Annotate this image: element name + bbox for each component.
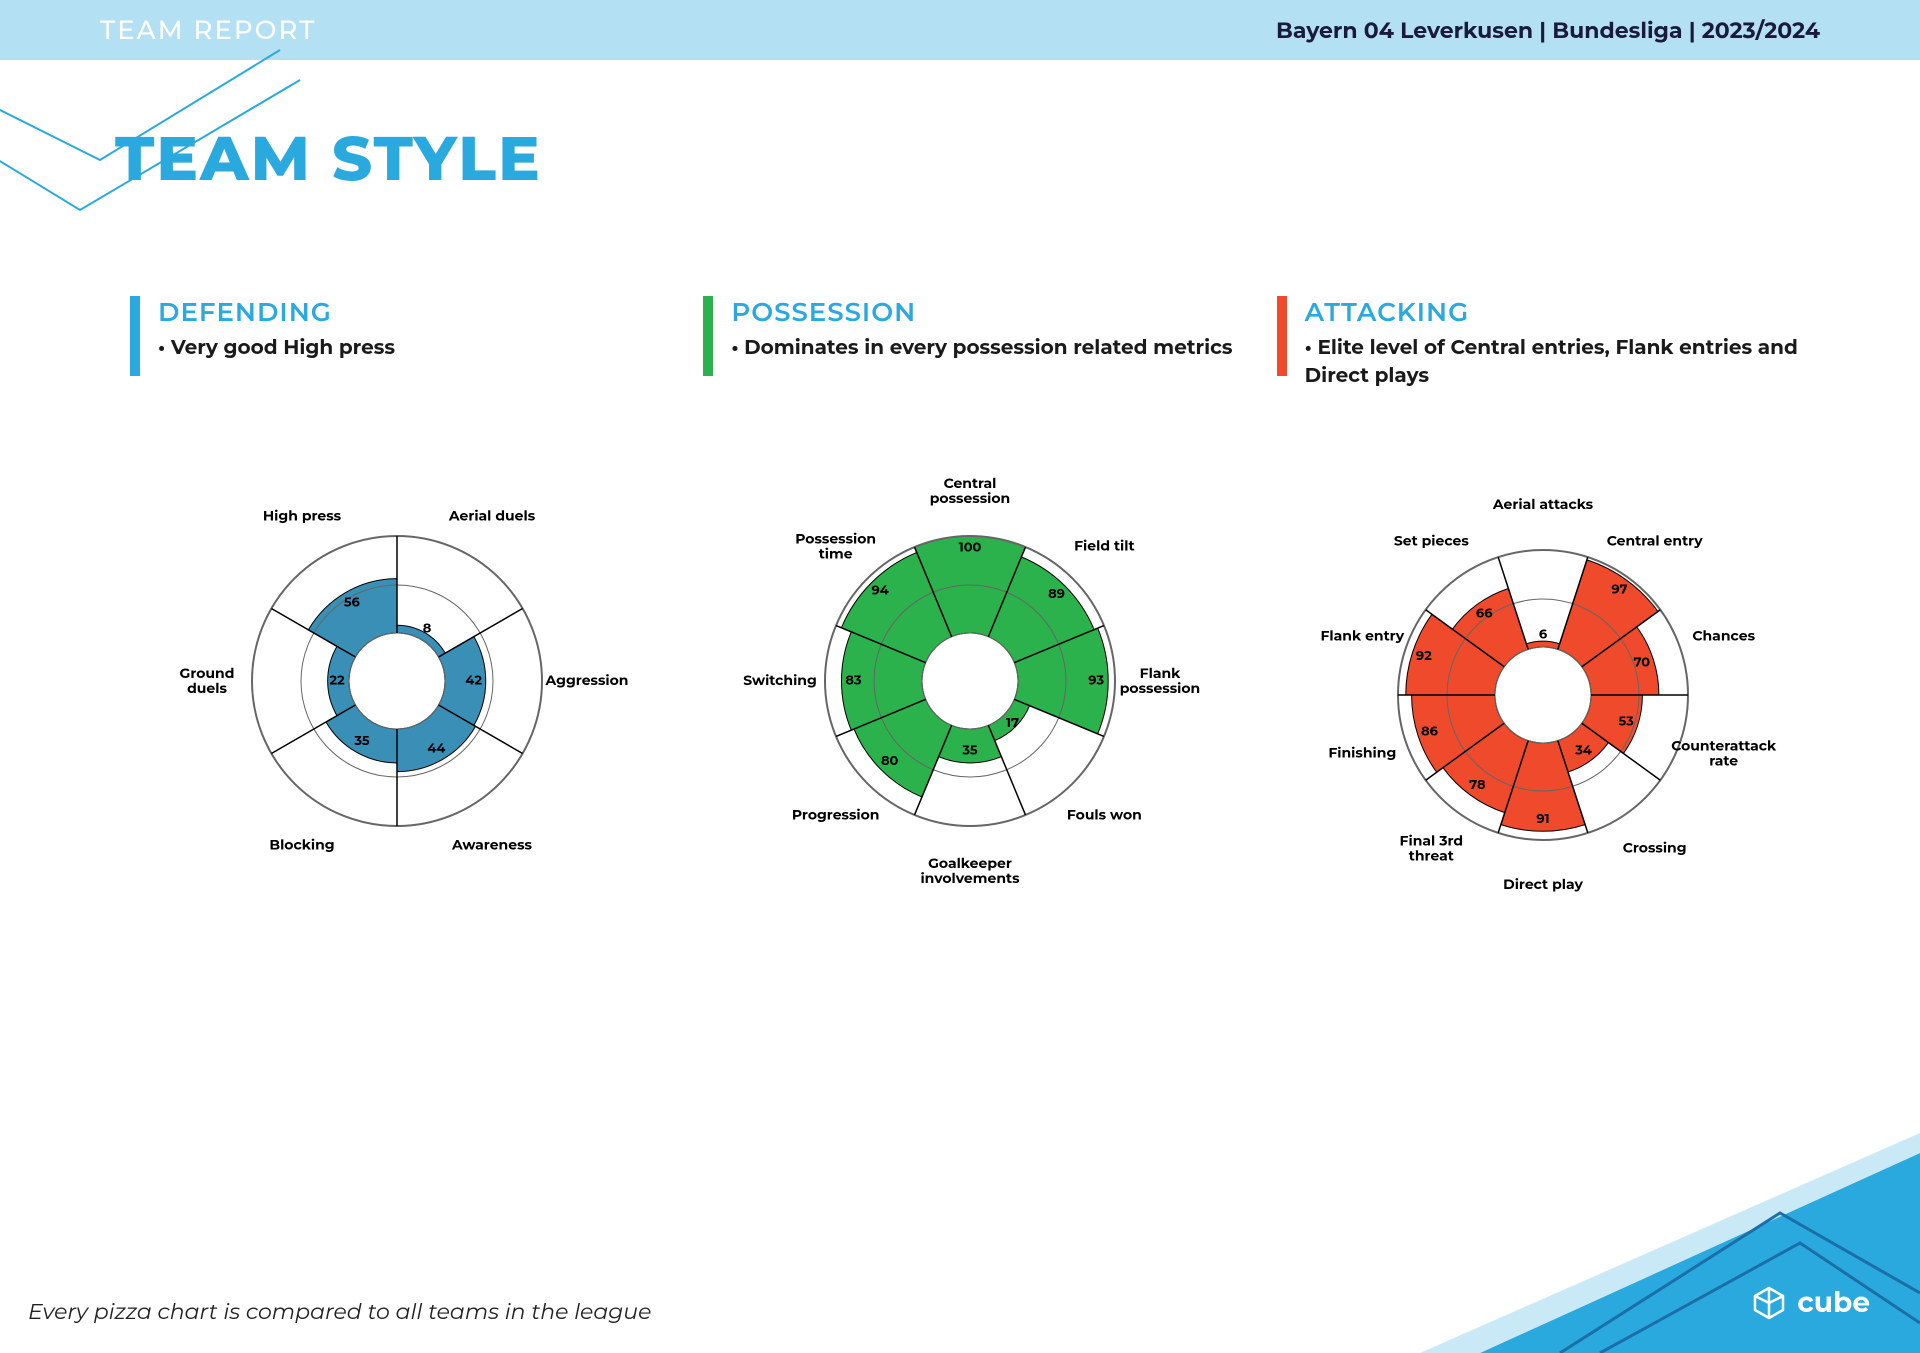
slice-label: Direct play xyxy=(1503,875,1583,893)
slice-value: 8 xyxy=(422,621,431,637)
section-bullet-possession: Dominates in every possession related me… xyxy=(731,334,1232,362)
slice-label: Groundduels xyxy=(179,664,234,697)
slice-value: 35 xyxy=(961,742,978,758)
slice-value: 89 xyxy=(1048,586,1065,602)
section-header-defending: DEFENDING Very good High press xyxy=(130,296,663,376)
sections-container: DEFENDING Very good High press High pres… xyxy=(0,196,1920,930)
section-defending: DEFENDING Very good High press High pres… xyxy=(130,296,663,930)
section-bar-attacking xyxy=(1277,296,1287,376)
section-header-attacking: ATTACKING Elite level of Central entries… xyxy=(1277,296,1810,390)
slice-label: Fouls won xyxy=(1067,805,1142,823)
section-bullet-attacking: Elite level of Central entries, Flank en… xyxy=(1305,334,1810,390)
slice-label: Centralpossession xyxy=(930,474,1010,507)
logo: cube xyxy=(1751,1285,1870,1321)
slice-value: 97 xyxy=(1612,581,1628,597)
chart-possession: Possessiontime 94 Centralpossession 100 Fiel… xyxy=(703,446,1236,916)
slice-value: 92 xyxy=(1416,648,1432,664)
footnote: Every pizza chart is compared to all tea… xyxy=(28,1298,651,1325)
slice-value: 86 xyxy=(1421,723,1439,739)
slice-label: Final 3rdthreat xyxy=(1400,831,1464,864)
slice-value: 94 xyxy=(871,583,888,599)
slice-label: Central entry xyxy=(1607,531,1703,549)
slice-value: 91 xyxy=(1537,811,1550,827)
chart-ring xyxy=(922,633,1018,729)
slice-value: 53 xyxy=(1619,714,1635,730)
slice-label: Crossing xyxy=(1623,838,1687,856)
slice-label: Counterattackrate xyxy=(1672,736,1778,769)
slice-value: 17 xyxy=(1006,715,1019,731)
slice-label: Progression xyxy=(792,805,880,823)
chart-attacking: Set pieces 66 Aerial attacks 6 Central entry… xyxy=(1277,460,1810,930)
slice-label: Aerial attacks xyxy=(1492,495,1594,513)
slice-divider xyxy=(988,725,1025,815)
slice-value: 34 xyxy=(1575,742,1593,758)
section-attacking: ATTACKING Elite level of Central entries… xyxy=(1277,296,1810,930)
section-title-possession: POSSESSION xyxy=(731,296,1232,328)
header-right: Bayern 04 Leverkusen | Bundesliga | 2023… xyxy=(1276,17,1820,44)
chart-ring xyxy=(1495,647,1591,743)
section-title-attacking: ATTACKING xyxy=(1305,296,1810,328)
slice-value: 56 xyxy=(343,594,360,610)
slice-label: Switching xyxy=(743,671,817,689)
section-bar-defending xyxy=(130,296,140,376)
slice-label: Goalkeeperinvolvements xyxy=(920,854,1020,887)
header-left: TEAM REPORT xyxy=(100,14,316,46)
header-bar: TEAM REPORT Bayern 04 Leverkusen | Bunde… xyxy=(0,0,1920,60)
slice-label: Aggression xyxy=(544,671,628,689)
section-header-possession: POSSESSION Dominates in every possession… xyxy=(703,296,1236,376)
cube-icon xyxy=(1751,1285,1787,1321)
slice-label: Aerial duels xyxy=(448,506,536,524)
slice-value: 66 xyxy=(1476,606,1493,622)
pizza-slice xyxy=(397,625,445,657)
slice-value: 83 xyxy=(845,673,862,689)
slice-value: 44 xyxy=(427,741,445,757)
slice-label: Finishing xyxy=(1329,743,1397,761)
slice-value: 35 xyxy=(353,733,370,749)
slice-value: 100 xyxy=(959,540,982,556)
slice-value: 78 xyxy=(1469,777,1486,793)
slice-label: Set pieces xyxy=(1394,531,1470,549)
slice-label: High press xyxy=(263,506,342,524)
chart-ring xyxy=(349,633,445,729)
section-bar-possession xyxy=(703,296,713,376)
slice-label: Awareness xyxy=(451,835,533,853)
slice-label: Chances xyxy=(1693,626,1756,644)
slice-label: Blocking xyxy=(269,835,334,853)
pizza-chart-defending: High press 56 Aerial duels 8 Aggression 42 Awa… xyxy=(162,446,632,916)
slice-label: Field tilt xyxy=(1074,536,1134,554)
slice-label: Flankpossession xyxy=(1120,664,1200,697)
logo-text: cube xyxy=(1797,1286,1870,1320)
section-title-defending: DEFENDING xyxy=(158,296,395,328)
slice-value: 22 xyxy=(329,673,345,689)
chart-defending: High press 56 Aerial duels 8 Aggression 42 Awa… xyxy=(130,446,663,916)
slice-value: 70 xyxy=(1634,654,1651,670)
section-possession: POSSESSION Dominates in every possession… xyxy=(703,296,1236,930)
slice-label: Possessiontime xyxy=(795,529,876,562)
slice-value: 6 xyxy=(1539,627,1548,643)
section-bullet-defending: Very good High press xyxy=(158,334,395,362)
slice-value: 93 xyxy=(1088,673,1104,689)
pizza-slice xyxy=(308,579,397,657)
slice-label: Flank entry xyxy=(1321,626,1405,644)
slice-value: 42 xyxy=(465,673,482,689)
pizza-chart-possession: Possessiontime 94 Centralpossession 100 Fiel… xyxy=(735,446,1205,916)
pizza-chart-attacking: Set pieces 66 Aerial attacks 6 Central entry… xyxy=(1308,460,1778,930)
page-title: TEAM STYLE xyxy=(115,120,1920,196)
slice-value: 80 xyxy=(881,753,899,769)
